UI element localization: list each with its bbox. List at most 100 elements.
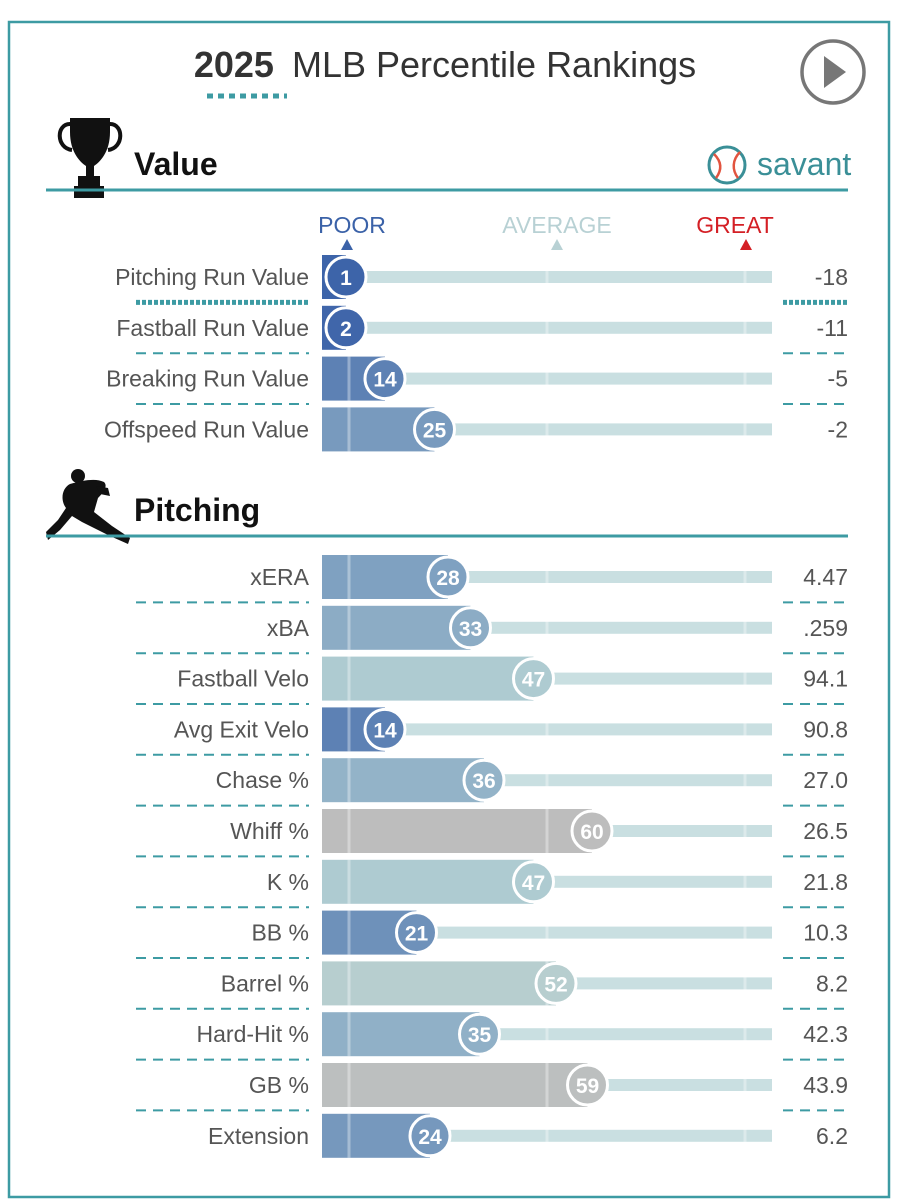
percentile-row: 47 K % 21.8 <box>136 859 848 909</box>
percentile-label: 33 <box>459 618 482 641</box>
percentile-label: 14 <box>373 369 397 392</box>
percentile-bar <box>322 656 534 701</box>
percentile-marker <box>363 357 407 401</box>
metric-label: xBA <box>267 615 310 641</box>
metric-label: Whiff % <box>230 818 309 844</box>
metric-label: xERA <box>250 564 309 590</box>
percentile-marker <box>324 255 368 299</box>
savant-logo-text: savant <box>757 146 851 182</box>
metric-value: 94.1 <box>803 666 848 692</box>
percentile-label: 60 <box>580 821 603 844</box>
metric-value: 4.47 <box>803 564 848 590</box>
title-year: 2025 <box>194 44 274 85</box>
metric-label: Pitching Run Value <box>115 264 309 290</box>
percentile-marker <box>395 911 438 955</box>
percentile-row: 28 xERA 4.47 <box>136 555 848 604</box>
percentile-row: 24 Extension 6.2 <box>208 1113 848 1158</box>
section-title-value: Value <box>134 146 218 182</box>
metric-value: -18 <box>815 264 848 290</box>
metric-label: Breaking Run Value <box>106 366 309 392</box>
percentile-marker <box>363 707 407 751</box>
metric-label: Fastball Run Value <box>116 315 309 341</box>
percentile-row: 14 Breaking Run Value -5 <box>106 356 848 405</box>
percentile-marker <box>512 860 555 904</box>
metric-value: 90.8 <box>803 716 848 742</box>
percentile-marker <box>408 1114 452 1158</box>
percentile-label: 47 <box>522 669 545 692</box>
percentile-label: 59 <box>576 1075 599 1098</box>
metric-label: GB % <box>249 1072 309 1098</box>
percentile-label: 21 <box>405 923 429 946</box>
scale-label-great: GREAT <box>696 212 774 238</box>
percentile-row: 59 GB % 43.9 <box>136 1063 848 1112</box>
metric-value: 43.9 <box>803 1072 848 1098</box>
trophy-icon <box>57 118 123 198</box>
percentile-row: 21 BB % 10.3 <box>136 910 848 959</box>
metric-value: 21.8 <box>803 869 848 895</box>
percentile-marker <box>512 657 555 701</box>
percentile-marker <box>570 809 614 853</box>
percentile-bar <box>322 1012 480 1057</box>
metric-value: 8.2 <box>816 970 848 996</box>
metric-value: 6.2 <box>816 1123 848 1149</box>
percentile-row: 14 Avg Exit Velo 90.8 <box>136 707 848 756</box>
percentile-marker <box>449 606 492 650</box>
percentile-bar <box>322 1063 588 1107</box>
metric-label: Offspeed Run Value <box>104 416 309 442</box>
percentile-marker <box>462 758 506 802</box>
metric-value: -2 <box>828 416 848 442</box>
percentile-marker <box>426 555 470 599</box>
metric-value: -11 <box>816 315 848 341</box>
metric-label: K % <box>267 869 309 895</box>
track-bar <box>322 321 772 334</box>
metric-value: 42.3 <box>803 1021 848 1047</box>
percentile-label: 24 <box>418 1126 442 1149</box>
percentile-row: 33 xBA .259 <box>136 605 848 655</box>
percentile-marker <box>458 1012 501 1056</box>
play-icon[interactable] <box>800 39 866 105</box>
track-bar <box>322 372 772 385</box>
metric-label: Avg Exit Velo <box>174 716 309 742</box>
percentile-row: 36 Chase % 27.0 <box>136 758 848 807</box>
percentile-bar <box>322 961 556 1006</box>
percentile-bar <box>322 859 534 904</box>
page-title: 2025 MLB Percentile Rankings <box>194 44 696 85</box>
percentile-marker <box>534 961 578 1005</box>
title-text: MLB Percentile Rankings <box>292 44 696 85</box>
pitcher-icon <box>46 469 130 544</box>
percentile-row: 25 Offspeed Run Value -2 <box>104 407 848 452</box>
percentile-label: 47 <box>522 872 545 895</box>
scale-label-average: AVERAGE <box>502 212 612 238</box>
metric-label: Hard-Hit % <box>197 1021 309 1047</box>
percentile-label: 52 <box>544 973 567 996</box>
value-rows: 1 Pitching Run Value -18 2 Fastball Run Valu… <box>104 255 848 452</box>
metric-value: .259 <box>803 615 848 641</box>
section-title-pitching: Pitching <box>134 492 260 528</box>
metric-label: Fastball Velo <box>177 666 309 692</box>
metric-label: Extension <box>208 1123 309 1149</box>
percentile-marker <box>566 1063 609 1107</box>
average-marker-icon <box>551 239 563 250</box>
percentile-label: 25 <box>423 419 447 442</box>
percentile-label: 2 <box>340 318 352 341</box>
metric-label: Barrel % <box>221 970 309 996</box>
scale-label-poor: POOR <box>318 212 386 238</box>
percentile-row: 47 Fastball Velo 94.1 <box>136 656 848 705</box>
percentile-label: 28 <box>436 567 460 590</box>
percentile-row: 1 Pitching Run Value -18 <box>115 255 848 305</box>
percentile-bar <box>322 758 484 803</box>
metric-value: 26.5 <box>803 818 848 844</box>
percentile-bar <box>322 809 592 853</box>
track-bar <box>322 723 772 736</box>
percentile-row: 2 Fastball Run Value -11 <box>116 305 848 355</box>
great-marker-icon <box>740 239 752 250</box>
metric-value: 10.3 <box>803 920 848 946</box>
baseball-icon <box>707 145 747 185</box>
percentile-label: 36 <box>472 770 495 793</box>
poor-marker-icon <box>341 239 353 250</box>
percentile-row: 60 Whiff % 26.5 <box>136 809 848 858</box>
percentile-label: 1 <box>340 267 352 290</box>
percentile-marker <box>324 306 368 350</box>
percentile-bar <box>322 605 471 650</box>
